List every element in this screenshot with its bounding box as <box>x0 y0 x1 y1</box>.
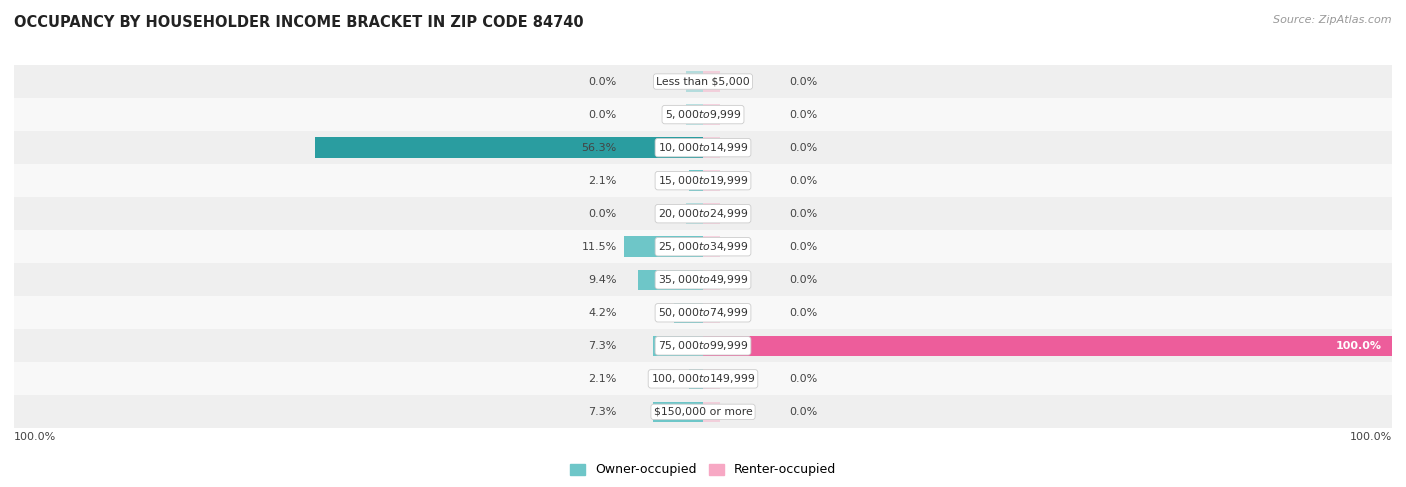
Text: 0.0%: 0.0% <box>789 374 817 384</box>
Bar <box>703 237 720 257</box>
Text: $10,000 to $14,999: $10,000 to $14,999 <box>658 141 748 154</box>
Bar <box>703 71 720 92</box>
Bar <box>652 336 703 356</box>
Text: 7.3%: 7.3% <box>589 407 617 417</box>
Bar <box>673 302 703 323</box>
Text: 2.1%: 2.1% <box>589 176 617 186</box>
Text: $150,000 or more: $150,000 or more <box>654 407 752 417</box>
Text: 2.1%: 2.1% <box>589 374 617 384</box>
Text: 0.0%: 0.0% <box>789 110 817 120</box>
Bar <box>703 402 720 422</box>
Bar <box>703 137 720 158</box>
Bar <box>703 369 720 389</box>
Text: 0.0%: 0.0% <box>589 76 617 87</box>
Text: 100.0%: 100.0% <box>1350 431 1392 442</box>
Text: 0.0%: 0.0% <box>589 209 617 219</box>
Text: Source: ZipAtlas.com: Source: ZipAtlas.com <box>1274 15 1392 25</box>
Text: $25,000 to $34,999: $25,000 to $34,999 <box>658 240 748 253</box>
Bar <box>14 197 1392 230</box>
Bar <box>14 164 1392 197</box>
Text: $15,000 to $19,999: $15,000 to $19,999 <box>658 174 748 187</box>
Bar <box>14 362 1392 395</box>
Bar <box>703 336 1392 356</box>
Bar <box>14 329 1392 362</box>
Bar <box>689 170 703 191</box>
Text: $20,000 to $24,999: $20,000 to $24,999 <box>658 207 748 220</box>
Text: 7.3%: 7.3% <box>589 341 617 351</box>
Text: 0.0%: 0.0% <box>789 209 817 219</box>
Bar <box>703 170 720 191</box>
Text: 0.0%: 0.0% <box>789 275 817 285</box>
Text: $35,000 to $49,999: $35,000 to $49,999 <box>658 273 748 286</box>
Text: 100.0%: 100.0% <box>14 431 56 442</box>
Bar <box>703 302 720 323</box>
Legend: Owner-occupied, Renter-occupied: Owner-occupied, Renter-occupied <box>565 458 841 482</box>
Bar <box>14 263 1392 296</box>
Text: 0.0%: 0.0% <box>789 76 817 87</box>
Text: 100.0%: 100.0% <box>1336 341 1382 351</box>
Bar <box>14 65 1392 98</box>
Bar <box>686 71 703 92</box>
Bar <box>14 296 1392 329</box>
Text: 0.0%: 0.0% <box>589 110 617 120</box>
Bar <box>686 104 703 125</box>
Bar <box>703 269 720 290</box>
Bar <box>315 137 703 158</box>
Text: $50,000 to $74,999: $50,000 to $74,999 <box>658 306 748 319</box>
Bar <box>703 104 720 125</box>
Bar <box>14 230 1392 263</box>
Text: 4.2%: 4.2% <box>588 308 617 318</box>
Bar <box>14 395 1392 429</box>
Text: 0.0%: 0.0% <box>789 143 817 152</box>
Text: OCCUPANCY BY HOUSEHOLDER INCOME BRACKET IN ZIP CODE 84740: OCCUPANCY BY HOUSEHOLDER INCOME BRACKET … <box>14 15 583 30</box>
Text: 0.0%: 0.0% <box>789 242 817 252</box>
Bar <box>703 204 720 224</box>
Text: $5,000 to $9,999: $5,000 to $9,999 <box>665 108 741 121</box>
Text: 11.5%: 11.5% <box>582 242 617 252</box>
Bar <box>14 131 1392 164</box>
Text: 0.0%: 0.0% <box>789 176 817 186</box>
Text: 0.0%: 0.0% <box>789 407 817 417</box>
Text: $100,000 to $149,999: $100,000 to $149,999 <box>651 373 755 385</box>
Text: Less than $5,000: Less than $5,000 <box>657 76 749 87</box>
Bar <box>686 204 703 224</box>
Text: 0.0%: 0.0% <box>789 308 817 318</box>
Bar <box>14 98 1392 131</box>
Bar <box>624 237 703 257</box>
Text: $75,000 to $99,999: $75,000 to $99,999 <box>658 339 748 352</box>
Bar <box>689 369 703 389</box>
Bar <box>652 402 703 422</box>
Text: 9.4%: 9.4% <box>588 275 617 285</box>
Text: 56.3%: 56.3% <box>582 143 617 152</box>
Bar <box>638 269 703 290</box>
